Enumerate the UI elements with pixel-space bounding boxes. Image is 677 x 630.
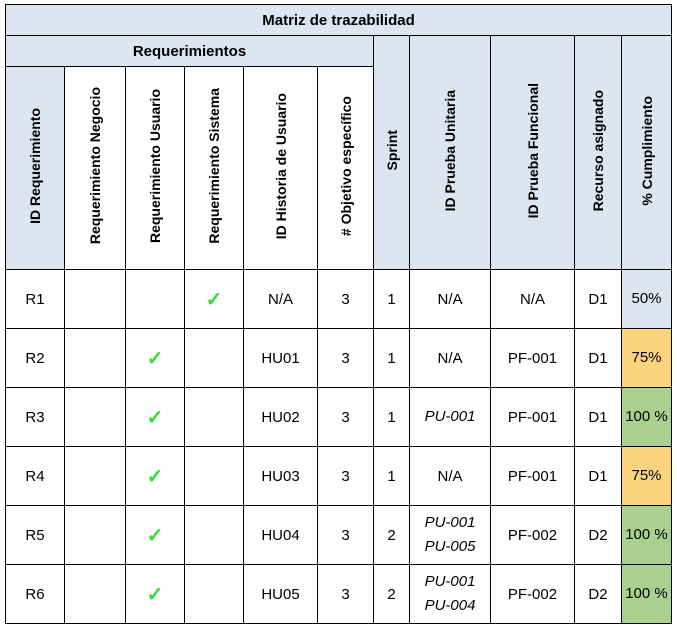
cell-id: R5 — [5, 505, 65, 565]
cell-objetivo: 3 — [317, 387, 374, 447]
check-icon — [125, 269, 185, 329]
cell-objetivo: 3 — [317, 505, 374, 565]
cell-prueba-funcional: PF-001 — [490, 446, 575, 506]
table-row: R6 ✓ HU05 3 2 PU-001 PU-004 PF-002 D2 100… — [5, 564, 672, 624]
check-icon: ✓ — [125, 387, 185, 447]
cell-prueba-unitaria: N/A — [409, 328, 491, 388]
check-icon: ✓ — [125, 328, 185, 388]
cell-sprint: 1 — [373, 446, 410, 506]
cell-prueba-unitaria: PU-001 PU-005 — [409, 505, 491, 565]
cell-prueba-funcional: PF-001 — [490, 387, 575, 447]
col-header-cumplimiento: % Cumplimiento — [621, 35, 672, 270]
cell-prueba-funcional: N/A — [490, 269, 575, 329]
cell-prueba-funcional: PF-001 — [490, 328, 575, 388]
cell-id: R3 — [5, 387, 65, 447]
cell-prueba-funcional: PF-002 — [490, 564, 575, 624]
cell-historia: N/A — [243, 269, 318, 329]
requirements-group-header: Requerimientos — [5, 35, 374, 67]
cell-negocio — [64, 505, 126, 565]
cell-objetivo: 3 — [317, 446, 374, 506]
cell-cumplimiento: 100 % — [621, 505, 672, 565]
cell-sprint: 1 — [373, 328, 410, 388]
cell-cumplimiento: 100 % — [621, 387, 672, 447]
traceability-matrix: Matriz de trazabilidad Requerimientos Sp… — [5, 4, 672, 624]
col-header-objetivo-especifico: # Objetivo específico — [317, 66, 374, 270]
cell-objetivo: 3 — [317, 328, 374, 388]
cell-cumplimiento: 75% — [621, 328, 672, 388]
col-header-recurso-asignado: Recurso asignado — [574, 35, 622, 270]
cell-historia: HU04 — [243, 505, 318, 565]
cell-sprint: 2 — [373, 564, 410, 624]
check-icon — [184, 505, 244, 565]
cell-historia: HU01 — [243, 328, 318, 388]
check-icon — [184, 446, 244, 506]
check-icon: ✓ — [125, 505, 185, 565]
cell-negocio — [64, 446, 126, 506]
table-row: R5 ✓ HU04 3 2 PU-001 PU-005 PF-002 D2 100… — [5, 505, 672, 565]
cell-recurso: D1 — [574, 328, 622, 388]
cell-recurso: D2 — [574, 564, 622, 624]
cell-objetivo: 3 — [317, 269, 374, 329]
col-header-id-historia-usuario: ID Historia de Usuario — [243, 66, 318, 270]
col-header-id-requerimiento: ID Requerimiento — [5, 66, 65, 270]
cell-negocio — [64, 387, 126, 447]
col-header-requerimiento-sistema: Requerimiento Sistema — [184, 66, 244, 270]
col-header-id-prueba-unitaria: ID Prueba Unitaria — [409, 35, 491, 270]
check-icon: ✓ — [184, 269, 244, 329]
cell-prueba-unitaria: PU-001 PU-004 — [409, 564, 491, 624]
cell-negocio — [64, 269, 126, 329]
cell-objetivo: 3 — [317, 564, 374, 624]
cell-cumplimiento: 50% — [621, 269, 672, 329]
cell-id: R4 — [5, 446, 65, 506]
check-icon — [184, 387, 244, 447]
cell-sprint: 2 — [373, 505, 410, 565]
cell-negocio — [64, 564, 126, 624]
check-icon: ✓ — [125, 564, 185, 624]
check-icon: ✓ — [125, 446, 185, 506]
cell-prueba-unitaria: PU-001 — [409, 387, 491, 447]
cell-id: R1 — [5, 269, 65, 329]
cell-cumplimiento: 100 % — [621, 564, 672, 624]
cell-cumplimiento: 75% — [621, 446, 672, 506]
cell-prueba-unitaria: N/A — [409, 446, 491, 506]
table-row: R4 ✓ HU03 3 1 N/A PF-001 D1 75% — [5, 446, 672, 506]
col-header-sprint: Sprint — [373, 35, 410, 270]
table-row: R3 ✓ HU02 3 1 PU-001 PF-001 D1 100 % — [5, 387, 672, 447]
col-header-requerimiento-negocio: Requerimiento Negocio — [64, 66, 126, 270]
cell-historia: HU02 — [243, 387, 318, 447]
table-row: R1 ✓ N/A 3 1 N/A N/A D1 50% — [5, 269, 672, 329]
cell-recurso: D1 — [574, 446, 622, 506]
col-header-requerimiento-usuario: Requerimiento Usuario — [125, 66, 185, 270]
col-header-id-prueba-funcional: ID Prueba Funcional — [490, 35, 575, 270]
matrix-title: Matriz de trazabilidad — [5, 4, 672, 36]
cell-historia: HU03 — [243, 446, 318, 506]
cell-id: R2 — [5, 328, 65, 388]
cell-recurso: D1 — [574, 269, 622, 329]
table-row: R2 ✓ HU01 3 1 N/A PF-001 D1 75% — [5, 328, 672, 388]
cell-prueba-unitaria: N/A — [409, 269, 491, 329]
cell-id: R6 — [5, 564, 65, 624]
cell-recurso: D2 — [574, 505, 622, 565]
cell-sprint: 1 — [373, 387, 410, 447]
cell-sprint: 1 — [373, 269, 410, 329]
cell-negocio — [64, 328, 126, 388]
cell-historia: HU05 — [243, 564, 318, 624]
check-icon — [184, 564, 244, 624]
cell-recurso: D1 — [574, 387, 622, 447]
cell-prueba-funcional: PF-002 — [490, 505, 575, 565]
check-icon — [184, 328, 244, 388]
